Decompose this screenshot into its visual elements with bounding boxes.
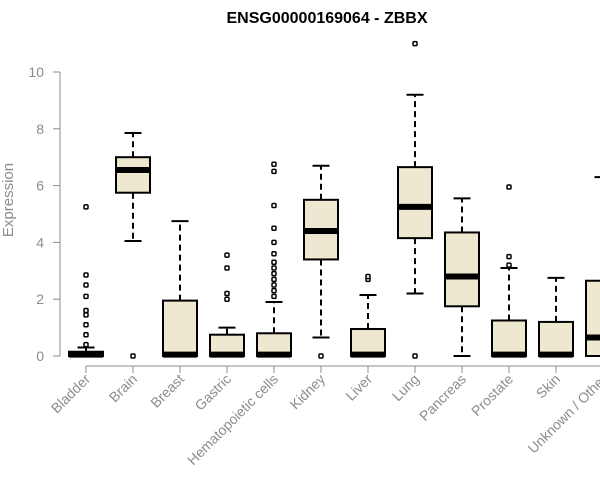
x-tick-label: Liver [342,371,375,404]
y-axis: 0 2 4 6 8 10 [28,64,61,364]
box-iqr [444,231,480,308]
box-series [68,40,600,359]
outlier-point [506,253,512,260]
outlier-point [271,287,277,294]
outlier-point [271,276,277,283]
y-tick-label: 0 [36,348,44,364]
outlier-point [365,273,371,280]
y-tick-label: 2 [36,291,44,307]
box-group [115,132,151,359]
outlier-point [271,265,277,271]
outlier-point [83,204,89,210]
outlier-point [224,296,230,302]
outlier-point [271,239,277,246]
box-iqr [491,319,527,357]
box-group [491,184,527,358]
outlier-point [83,293,89,300]
x-tick-label: Hematopoietic cells [184,371,281,468]
outlier-point [271,293,277,300]
x-tick-label: Gastric [191,371,234,414]
outlier-point [271,225,277,231]
outlier-point [83,331,89,338]
x-tick-label: Bladder [48,371,94,417]
outlier-point [412,353,418,359]
outlier-point [83,322,89,328]
outlier-point [224,290,230,297]
box-iqr [350,328,386,357]
outlier-point [271,168,277,175]
box-group [397,40,433,359]
y-tick-label: 4 [36,234,44,250]
x-tick-label: Brain [106,371,140,405]
box-iqr [538,320,574,358]
outlier-point [412,40,418,47]
box-group [585,176,600,357]
x-tick-label: Kidney [287,371,329,413]
x-tick-label: Lung [389,371,422,404]
y-tick-label: 6 [36,178,44,194]
outlier-point [271,270,277,277]
box-group [256,161,292,358]
outlier-point [83,282,89,288]
x-tick-label: Skin [533,371,564,402]
outlier-point [271,282,277,288]
outlier-point [83,312,89,318]
outlier-point [224,252,230,258]
x-tick-label: Pancreas [416,371,469,424]
outlier-point [506,184,512,190]
y-axis-label: Expression [0,163,17,237]
x-tick-label: Prostate [468,371,516,419]
outlier-point [506,262,512,268]
outlier-point [271,259,277,266]
outlier-point [83,272,89,278]
box-group [538,276,574,358]
box-group [209,252,245,358]
outlier-point [83,307,89,314]
outlier-point [271,251,277,257]
outlier-point [271,202,277,209]
box-iqr [115,156,151,194]
outlier-point [271,161,277,168]
box-iqr [585,279,600,357]
box-group [350,273,386,358]
outlier-point [224,265,230,271]
outlier-point [83,341,89,348]
x-tick-label: Breast [147,371,187,411]
box-iqr [162,299,198,357]
x-tick-label: Unknown / Other [525,371,600,457]
box-group [303,164,339,359]
box-group [444,197,480,357]
outlier-point [318,353,324,359]
box-group [162,220,198,358]
chart-title: ENSG00000169064 - ZBBX [227,10,428,27]
y-tick-label: 8 [36,121,44,137]
box-group [68,204,104,358]
box-iqr [397,166,433,240]
y-tick-label: 10 [28,64,44,80]
outlier-point [130,353,136,359]
